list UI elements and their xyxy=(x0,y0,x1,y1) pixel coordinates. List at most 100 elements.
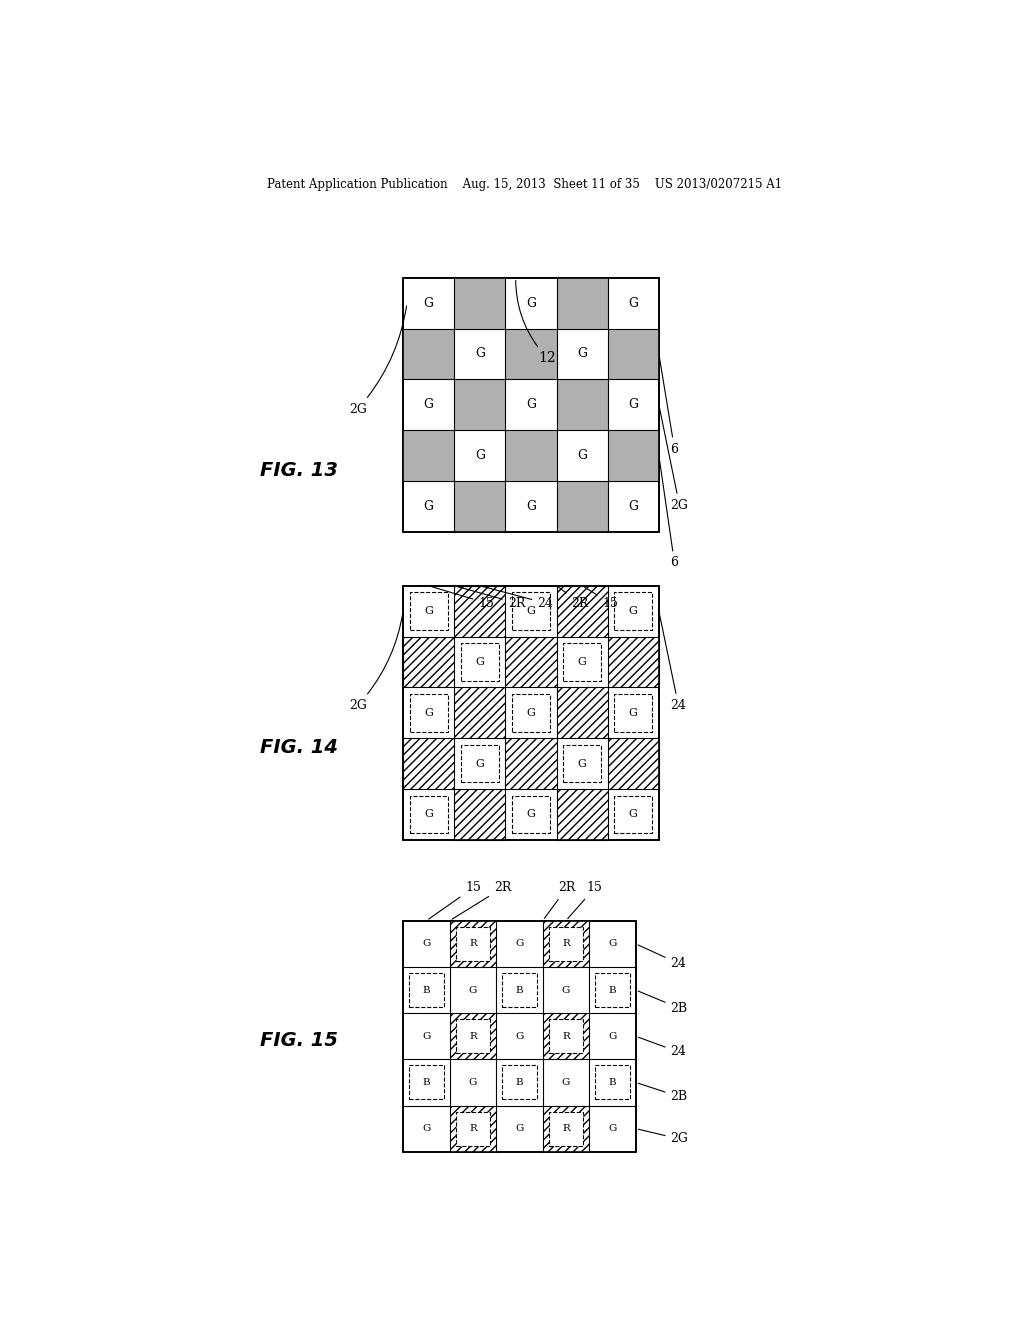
Bar xyxy=(549,1111,583,1146)
Bar xyxy=(543,1106,589,1151)
Bar xyxy=(450,921,496,968)
Text: G: G xyxy=(608,1032,616,1040)
Text: 2R: 2R xyxy=(457,586,525,610)
Text: G: G xyxy=(424,500,434,513)
Bar xyxy=(607,636,658,688)
Bar xyxy=(506,430,557,480)
Text: 2G: 2G xyxy=(349,614,402,711)
Text: G: G xyxy=(526,606,536,616)
Text: G: G xyxy=(629,297,638,310)
Bar xyxy=(557,480,607,532)
Text: FIG. 13: FIG. 13 xyxy=(260,461,338,479)
Text: 6: 6 xyxy=(659,458,679,569)
Bar xyxy=(502,973,537,1007)
Bar xyxy=(455,277,506,329)
Bar xyxy=(403,329,455,379)
Bar xyxy=(455,586,506,636)
Text: R: R xyxy=(562,1032,569,1040)
Text: 12: 12 xyxy=(516,281,556,366)
Bar xyxy=(512,796,550,833)
Text: 2B: 2B xyxy=(638,1084,688,1104)
Bar xyxy=(614,694,652,731)
Text: G: G xyxy=(515,940,523,948)
Text: G: G xyxy=(515,1125,523,1133)
Text: G: G xyxy=(424,708,433,718)
Bar xyxy=(557,789,607,840)
Bar xyxy=(455,379,506,430)
Bar xyxy=(403,738,455,789)
Text: G: G xyxy=(475,759,484,768)
Bar xyxy=(549,927,583,961)
Bar xyxy=(403,277,658,532)
Bar xyxy=(543,921,589,968)
Bar xyxy=(595,1065,630,1100)
Bar xyxy=(403,586,658,840)
Bar xyxy=(456,1019,490,1053)
Text: 15: 15 xyxy=(585,587,618,610)
Text: G: G xyxy=(422,1032,430,1040)
Bar xyxy=(456,927,490,961)
Text: G: G xyxy=(424,809,433,820)
Text: G: G xyxy=(629,606,638,616)
Bar xyxy=(403,921,636,1151)
Text: G: G xyxy=(608,1125,616,1133)
Text: R: R xyxy=(469,940,477,948)
Bar xyxy=(455,789,506,840)
Text: G: G xyxy=(526,399,536,412)
Text: G: G xyxy=(515,1032,523,1040)
Text: R: R xyxy=(469,1032,477,1040)
Text: FIG. 14: FIG. 14 xyxy=(260,738,338,756)
Text: B: B xyxy=(608,986,616,994)
Text: B: B xyxy=(608,1078,616,1086)
Bar xyxy=(557,379,607,430)
Text: 15: 15 xyxy=(431,586,495,610)
Bar xyxy=(595,973,630,1007)
Text: G: G xyxy=(422,1125,430,1133)
Bar xyxy=(461,643,499,681)
Text: G: G xyxy=(629,809,638,820)
Text: 24: 24 xyxy=(482,586,553,610)
Bar xyxy=(614,593,652,630)
Bar xyxy=(461,744,499,783)
Bar xyxy=(607,430,658,480)
Text: G: G xyxy=(629,500,638,513)
Bar xyxy=(563,643,601,681)
Bar xyxy=(410,796,447,833)
Text: G: G xyxy=(578,759,587,768)
Text: 15: 15 xyxy=(429,882,481,919)
Bar xyxy=(403,636,455,688)
Text: B: B xyxy=(423,986,430,994)
Text: B: B xyxy=(515,1078,523,1086)
Text: G: G xyxy=(578,449,587,462)
Text: G: G xyxy=(562,1078,570,1086)
Text: 15: 15 xyxy=(567,882,603,919)
Bar xyxy=(506,636,557,688)
Bar xyxy=(410,694,447,731)
Text: R: R xyxy=(562,940,569,948)
Bar xyxy=(512,593,550,630)
Text: G: G xyxy=(629,708,638,718)
Text: R: R xyxy=(469,1125,477,1133)
Text: 24: 24 xyxy=(638,1038,686,1059)
Text: G: G xyxy=(475,347,484,360)
Text: 2B: 2B xyxy=(638,991,688,1015)
Bar xyxy=(563,744,601,783)
Bar xyxy=(450,1106,496,1151)
Bar xyxy=(502,1065,537,1100)
Bar xyxy=(506,329,557,379)
Bar xyxy=(403,430,455,480)
Text: B: B xyxy=(515,986,523,994)
Text: 24: 24 xyxy=(638,945,686,970)
Bar xyxy=(512,694,550,731)
Text: Patent Application Publication    Aug. 15, 2013  Sheet 11 of 35    US 2013/02072: Patent Application Publication Aug. 15, … xyxy=(267,178,782,190)
Bar xyxy=(557,586,607,636)
Bar xyxy=(614,796,652,833)
Text: G: G xyxy=(526,809,536,820)
Text: G: G xyxy=(422,940,430,948)
Text: 2R: 2R xyxy=(545,882,575,919)
Text: G: G xyxy=(526,297,536,310)
Text: 2G: 2G xyxy=(349,306,407,416)
Text: 2G: 2G xyxy=(638,1129,688,1146)
Bar xyxy=(410,973,443,1007)
Text: G: G xyxy=(526,500,536,513)
